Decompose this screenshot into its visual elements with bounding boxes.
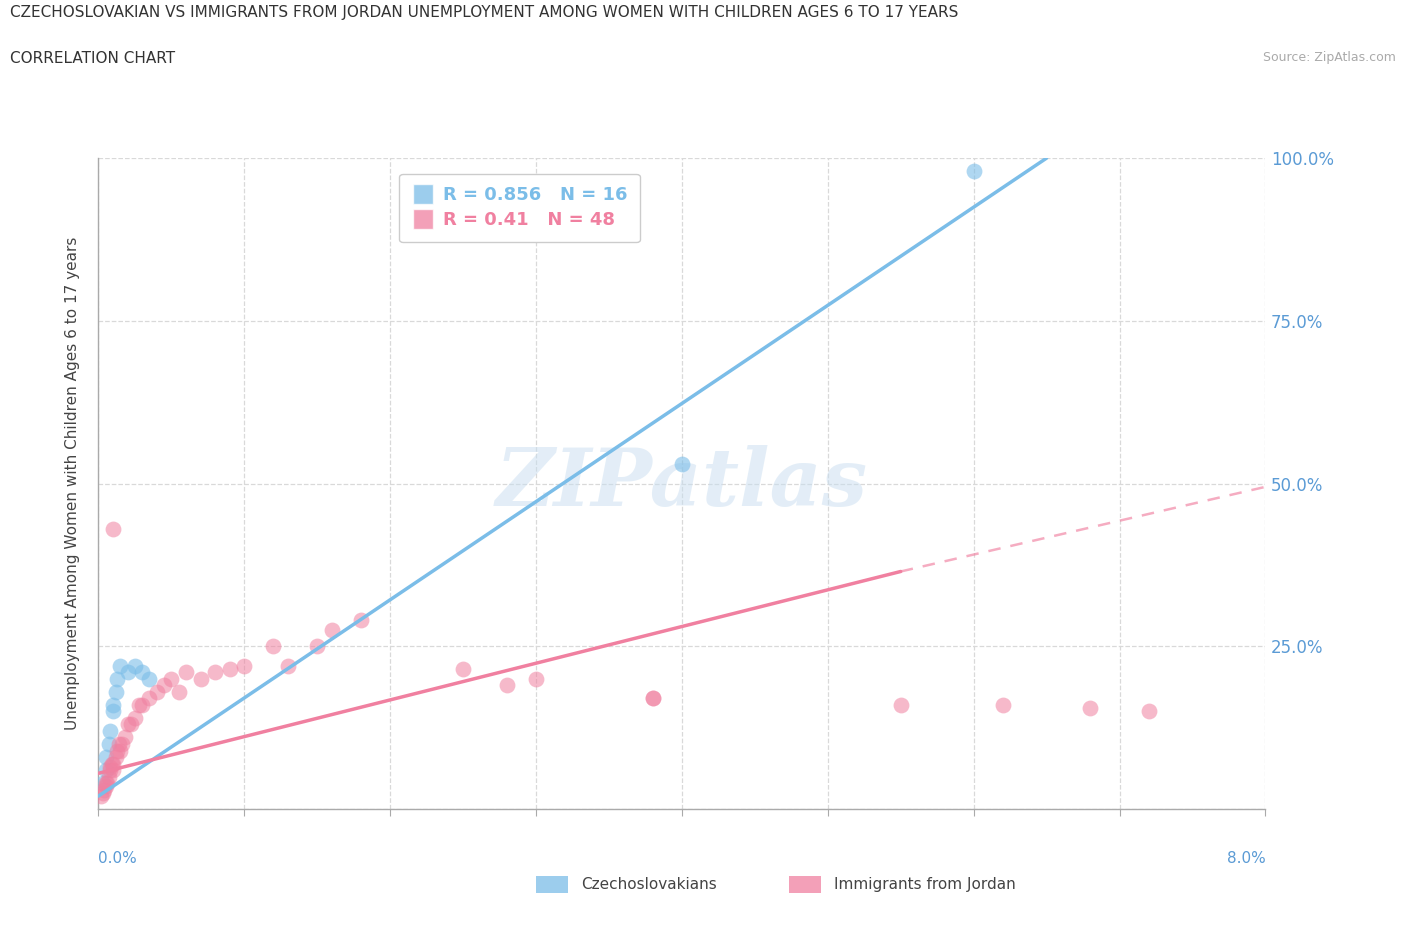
Text: 0.0%: 0.0%: [98, 851, 138, 866]
Text: Czechoslovakians: Czechoslovakians: [581, 877, 717, 892]
Point: [962, 164, 984, 179]
Point: [98, 759, 121, 774]
Point: [104, 750, 127, 764]
Point: [451, 662, 474, 677]
Point: [124, 711, 146, 725]
Y-axis label: Unemployment Among Women with Children Ages 6 to 17 years: Unemployment Among Women with Children A…: [65, 237, 80, 730]
Point: [204, 665, 226, 680]
Text: 8.0%: 8.0%: [1226, 851, 1265, 866]
Point: [138, 691, 160, 706]
Point: [190, 671, 212, 686]
Point: [98, 763, 121, 777]
Text: Source: ZipAtlas.com: Source: ZipAtlas.com: [1263, 51, 1396, 64]
Point: [277, 658, 299, 673]
Bar: [536, 876, 568, 893]
Point: [111, 737, 134, 751]
Point: [890, 698, 912, 712]
Point: [1080, 701, 1102, 716]
Point: [321, 623, 343, 638]
Point: [991, 698, 1014, 712]
Point: [153, 678, 176, 693]
Point: [671, 457, 693, 472]
Point: [641, 691, 664, 706]
Point: [97, 769, 120, 784]
Point: [93, 782, 115, 797]
Point: [101, 756, 124, 771]
Point: [160, 671, 183, 686]
Point: [94, 779, 117, 794]
Point: [100, 756, 122, 771]
Point: [110, 658, 132, 673]
Point: [524, 671, 547, 686]
Text: CORRELATION CHART: CORRELATION CHART: [10, 51, 174, 66]
Point: [167, 684, 190, 699]
Point: [218, 662, 240, 677]
Point: [97, 737, 120, 751]
Point: [105, 671, 128, 686]
Point: [105, 743, 128, 758]
Point: [117, 717, 139, 732]
Point: [91, 785, 114, 800]
Point: [174, 665, 197, 680]
Point: [146, 684, 169, 699]
Point: [496, 678, 519, 693]
Text: Immigrants from Jordan: Immigrants from Jordan: [834, 877, 1015, 892]
Bar: [789, 876, 821, 893]
Point: [96, 776, 118, 790]
Point: [1137, 704, 1160, 719]
Point: [94, 763, 117, 777]
Legend: R = 0.856   N = 16, R = 0.41   N = 48: R = 0.856 N = 16, R = 0.41 N = 48: [399, 174, 640, 242]
Point: [94, 750, 117, 764]
Point: [350, 613, 373, 628]
Point: [101, 763, 124, 777]
Point: [91, 776, 114, 790]
Point: [233, 658, 256, 673]
Point: [131, 665, 153, 680]
Point: [131, 698, 153, 712]
Point: [262, 639, 284, 654]
Point: [104, 684, 127, 699]
Point: [124, 658, 146, 673]
Point: [641, 691, 664, 706]
Point: [114, 730, 136, 745]
Point: [101, 698, 124, 712]
Point: [90, 789, 112, 804]
Text: ZIPatlas: ZIPatlas: [496, 445, 868, 523]
Point: [101, 522, 124, 537]
Point: [94, 776, 117, 790]
Point: [117, 665, 139, 680]
Point: [98, 724, 121, 738]
Point: [108, 737, 131, 751]
Text: CZECHOSLOVAKIAN VS IMMIGRANTS FROM JORDAN UNEMPLOYMENT AMONG WOMEN WITH CHILDREN: CZECHOSLOVAKIAN VS IMMIGRANTS FROM JORDA…: [10, 5, 959, 20]
Point: [307, 639, 329, 654]
Point: [120, 717, 142, 732]
Point: [110, 743, 132, 758]
Point: [101, 704, 124, 719]
Point: [128, 698, 150, 712]
Point: [138, 671, 160, 686]
